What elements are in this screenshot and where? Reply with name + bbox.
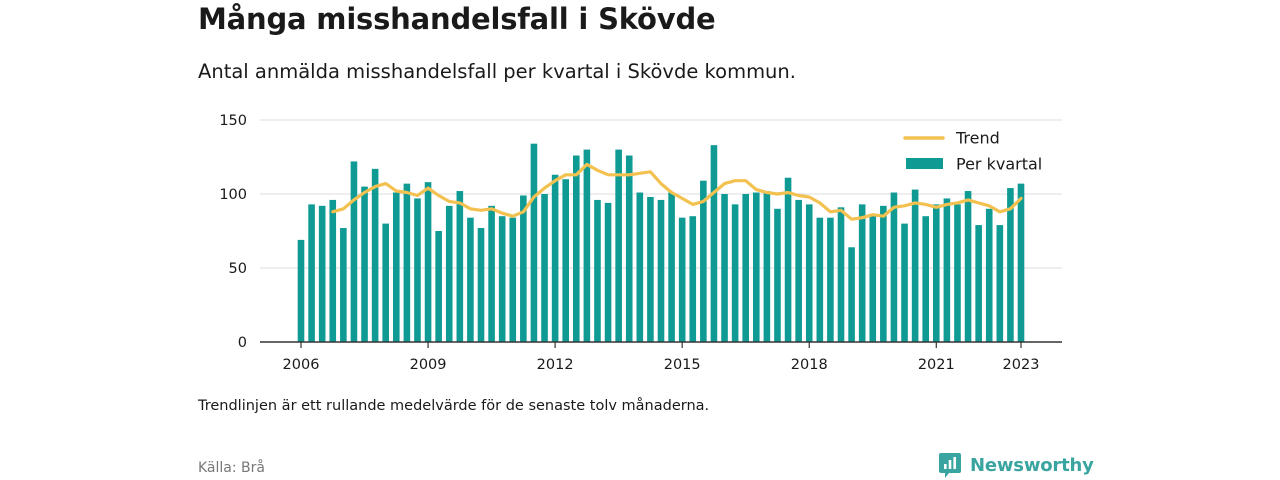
bar [340,228,347,342]
x-tick-label: 2006 [283,357,320,373]
bar [1017,183,1025,342]
bar [636,192,644,342]
bar [985,208,993,342]
bar [721,194,728,342]
bar [954,204,961,342]
bar [530,143,538,342]
bar [414,198,421,342]
y-tick-label: 150 [219,113,247,129]
bar [488,205,495,342]
x-tick-label: 2018 [791,357,828,373]
bar [551,174,559,342]
bar [541,194,548,342]
bar [880,205,887,342]
bar [435,231,442,342]
bar [784,177,792,342]
bar [329,199,337,342]
bar [498,216,506,342]
legend-trend-label: Trend [955,129,1000,148]
bar [774,208,781,342]
bar [901,223,908,342]
newsworthy-logo-icon [939,453,961,478]
x-tick-label: 2015 [664,357,701,373]
bar [710,145,718,342]
bar [848,247,855,342]
source-label: Källa: Brå [198,460,265,476]
chart-subtitle: Antal anmälda misshandelsfall per kvarta… [198,60,796,83]
bar [964,191,972,342]
bar [678,217,686,342]
bar [731,204,739,342]
y-tick-label: 0 [238,335,247,351]
bar [297,239,305,342]
bar [604,202,612,342]
bar [911,189,919,342]
bar [445,205,453,342]
bar [350,161,358,342]
brand-name: Newsworthy [970,454,1094,476]
bar [625,155,633,342]
bar [361,186,368,342]
bar [932,204,940,342]
bar [805,204,813,342]
bar [890,192,898,342]
bar [594,199,601,342]
bar [996,225,1004,342]
bar [371,168,379,342]
bar [816,217,824,342]
bar [392,192,400,342]
chart-title: Många misshandelsfall i Skövde [198,2,716,36]
y-tick-label: 100 [219,187,247,203]
bar [975,225,982,342]
legend-bars-label: Per kvartal [956,155,1042,174]
bar [467,217,474,342]
x-tick-label: 2009 [410,357,447,373]
x-tick-label: 2021 [918,357,955,373]
bar [795,199,802,342]
bar [869,214,877,342]
bar [403,183,411,342]
bar [668,192,675,342]
x-tick-label: 2023 [1003,357,1040,373]
bar [520,195,527,342]
x-tick-label: 2012 [537,357,574,373]
bar [318,205,326,342]
bar [858,204,866,342]
bar [700,180,707,342]
bar [657,199,665,342]
bar [572,155,580,342]
bar [837,207,845,342]
bar [509,217,517,342]
bar [615,149,622,342]
bar [456,191,464,342]
bar [689,216,697,342]
bar [382,223,390,342]
bar [922,216,930,342]
bar [308,204,315,342]
newsworthy-brand[interactable]: Newsworthy [938,450,1094,480]
bar [742,194,750,342]
trend-line [331,162,1023,221]
bar [562,179,570,342]
legend-bars-swatch [906,158,943,169]
bar [752,192,760,342]
bar [943,198,951,342]
bar [763,191,771,342]
bar [827,217,834,342]
bar [424,182,432,342]
bar [647,196,654,342]
bar [477,228,485,342]
bar [583,149,591,342]
y-tick-label: 50 [229,261,247,277]
bar [1007,188,1014,342]
chart-note: Trendlinjen är ett rullande medelvärde f… [198,398,710,414]
